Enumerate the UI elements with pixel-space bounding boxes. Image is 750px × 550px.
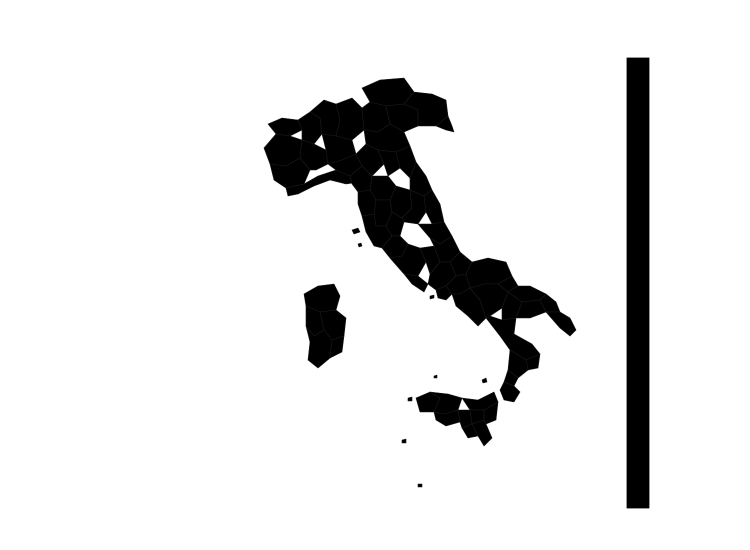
province-latina xyxy=(403,273,429,293)
island-lampedusa xyxy=(417,483,423,488)
province-lecce xyxy=(545,311,577,337)
island-ustica xyxy=(433,374,438,379)
province-lombardia-centre xyxy=(335,97,365,141)
province-perugia xyxy=(401,189,427,225)
province-taranto xyxy=(515,299,547,319)
province-catania xyxy=(483,401,499,425)
colorbar xyxy=(626,57,650,509)
province-catanzaro xyxy=(507,349,529,379)
province-brindisi xyxy=(539,293,561,313)
province-reggio-calabria xyxy=(499,381,521,403)
province-cuneo xyxy=(269,157,311,189)
italy-provinces xyxy=(263,77,577,488)
province-siracusa xyxy=(471,419,493,447)
island-eolie xyxy=(481,377,488,384)
island-elba xyxy=(351,227,361,235)
province-cosenza xyxy=(485,315,541,361)
island-giglio xyxy=(357,242,363,248)
province-napoli xyxy=(435,285,453,301)
province-bologna xyxy=(377,149,401,177)
province-trieste xyxy=(435,115,455,133)
island-pantelleria xyxy=(401,438,407,444)
province-piemonte-east xyxy=(299,139,329,171)
island-egadi xyxy=(407,396,413,402)
island-capri-ischia xyxy=(429,294,435,300)
province-cagliari xyxy=(329,335,345,359)
